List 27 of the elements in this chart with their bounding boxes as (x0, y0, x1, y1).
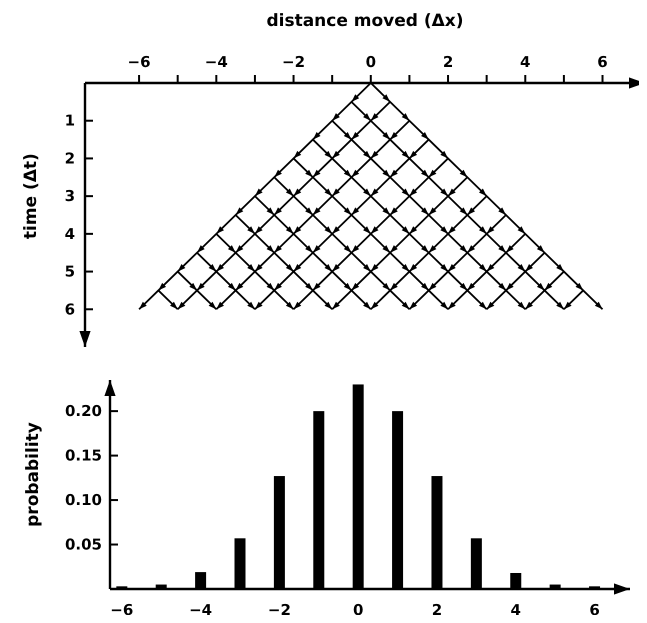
y-tick-label: 3 (64, 187, 75, 206)
y-tick-label: 4 (64, 224, 75, 243)
x-tick-label: −2 (282, 53, 306, 71)
y-tick-label: 0.20 (64, 402, 102, 420)
y-tick-label: 1 (64, 112, 75, 130)
x-tick-label: −6 (110, 601, 134, 619)
x-tick-label: 2 (442, 53, 454, 71)
y-tick-label: 5 (64, 262, 75, 281)
x-tick-label: 0 (352, 601, 364, 619)
x-tick-label: 4 (520, 53, 530, 71)
x-axis-title: distance moved (Δx) (266, 11, 464, 31)
x-tick-label: −2 (268, 601, 291, 619)
x-tick-label: −6 (128, 53, 151, 71)
y-tick-label: 0.05 (64, 536, 102, 554)
x-tick-label: 6 (589, 601, 600, 619)
x-tick-label: −4 (189, 601, 212, 619)
x-tick-label: 6 (597, 53, 608, 71)
y-tick-label: 0.15 (64, 446, 102, 465)
y-tick-label: 6 (64, 300, 75, 318)
x-tick-label: −4 (204, 53, 228, 71)
y-tick-label: 0.10 (64, 491, 102, 510)
y-axis-title: probability (23, 422, 43, 527)
y-tick-label: 2 (64, 149, 75, 168)
x-tick-label: 0 (366, 53, 376, 71)
y-axis-title: time (Δt) (21, 153, 41, 240)
x-tick-label: 2 (432, 601, 442, 619)
x-tick-label: 4 (510, 601, 521, 619)
